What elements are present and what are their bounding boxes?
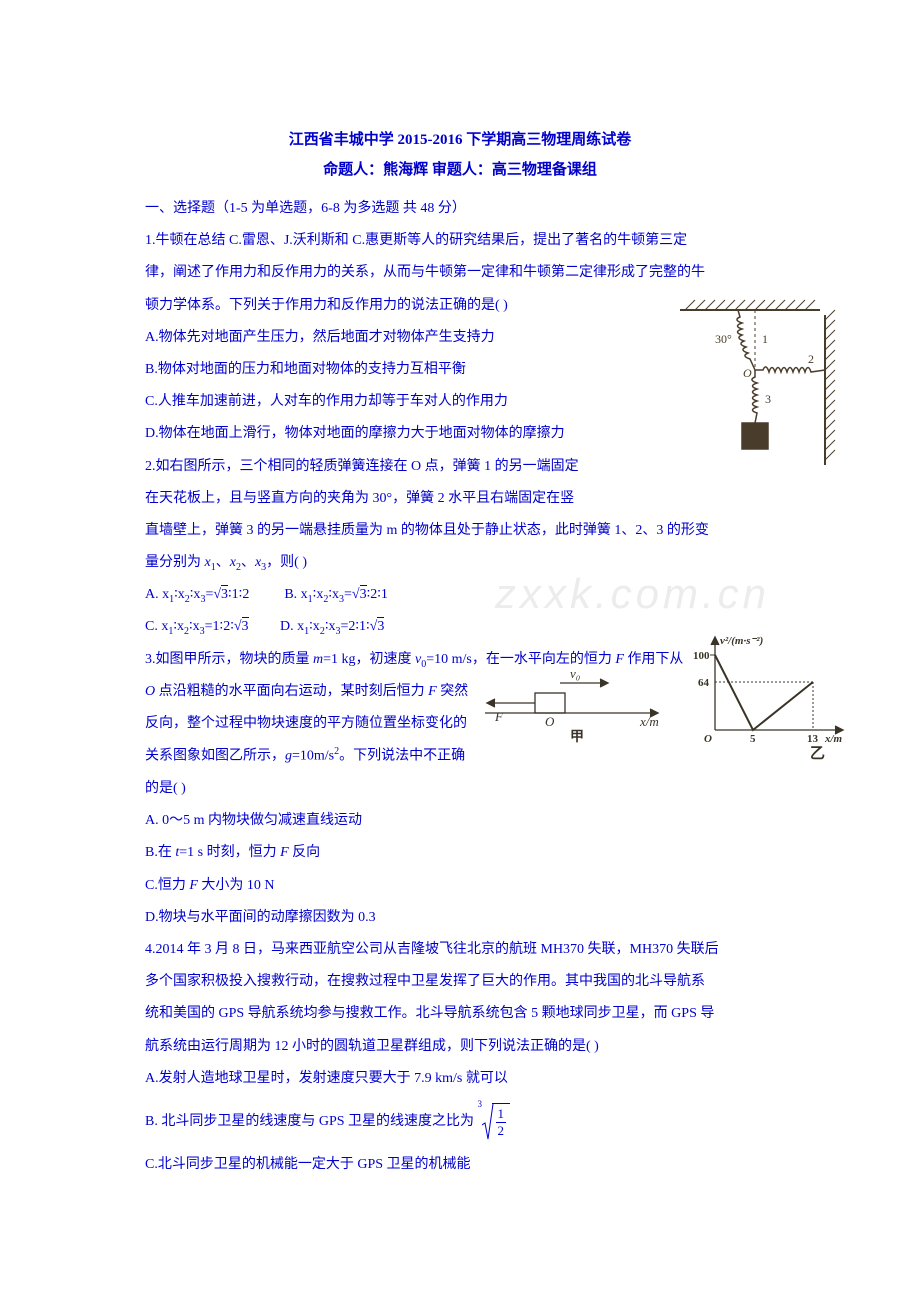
figure-v2-graph: v²/(m·s⁻²) 100 64 O 5 13 x/m 乙 [690, 630, 850, 760]
q2-optCD: C. x1∶x2∶x3=1∶2∶√3 D. x1∶x2∶x3=2∶1∶√3 [145, 611, 775, 643]
q1-optB: B.物体对地面的压力和地面对物体的支持力互相平衡 [145, 354, 575, 386]
svg-text:O: O [743, 366, 752, 380]
q3-optA: A. 0～5 m 内物块做匀减速直线运动 [145, 805, 775, 837]
svg-text:13: 13 [807, 733, 819, 745]
svg-text:O: O [704, 733, 712, 745]
q2-stem: 在天花板上，且与竖直方向的夹角为 30°，弹簧 2 水平且右端固定在竖 [145, 483, 625, 515]
svg-text:5: 5 [750, 733, 756, 745]
q1-optA: A.物体先对地面产生压力，然后地面才对物体产生支持力 [145, 322, 575, 354]
svg-text:3: 3 [765, 392, 771, 406]
doc-title: 江西省丰城中学 2015-2016 下学期高三物理周练试卷 [145, 125, 775, 155]
q3-stem: 反向，整个过程中物块速度的平方随位置坐标变化的 [145, 708, 485, 740]
q4-stem: 多个国家积极投入搜救行动，在搜救过程中卫星发挥了巨大的作用。其中我国的北斗导航系 [145, 966, 775, 998]
q1-optC: C.人推车加速前进，人对车的作用力却等于车对人的作用力 [145, 386, 575, 418]
svg-text:1: 1 [762, 332, 768, 346]
q3-stem: 关系图象如图乙所示，g=10m/s2。下列说法中不正确 [145, 740, 485, 773]
q4-stem: 4.2014 年 3 月 8 日，马来西亚航空公司从吉隆坡飞往北京的航班 MH3… [145, 934, 775, 966]
q3-stem: 3.如图甲所示，物块的质量 m=1 kg，初速度 v0=10 m/s，在一水平向… [145, 644, 775, 676]
q3-stem: O 点沿粗糙的水平面向右运动，某时刻后恒力 F 突然 [145, 676, 485, 708]
q1-stem: 1.牛顿在总结 C.雷恩、J.沃利斯和 C.惠更斯等人的研究结果后，提出了著名的… [145, 225, 775, 257]
svg-text:v²/(m·s⁻²): v²/(m·s⁻²) [720, 635, 763, 647]
svg-text:甲: 甲 [570, 729, 584, 743]
q3-optC: C.恒力 F 大小为 10 N [145, 870, 775, 902]
q2-stem: 2.如右图所示，三个相同的轻质弹簧连接在 O 点，弹簧 1 的另一端固定 [145, 451, 625, 483]
svg-text:100: 100 [693, 650, 710, 662]
svg-text:x/m: x/m [824, 733, 843, 745]
q4-stem: 统和美国的 GPS 导航系统均参与搜救工作。北斗导航系统包含 5 颗地球同步卫星… [145, 998, 775, 1030]
section-heading: 一、选择题（1-5 为单选题，6-8 为多选题 共 48 分） [145, 193, 775, 225]
svg-text:v₀: v₀ [570, 666, 580, 681]
svg-text:O: O [545, 714, 555, 729]
q2-optAB: A. x1∶x2∶x3=√3∶1∶2 B. x1∶x2∶x3=√3∶2∶1 [145, 579, 775, 611]
figure-springs: 30° 1 O 2 3 [660, 295, 845, 470]
q3-optD: D.物块与水平面间的动摩擦因数为 0.3 [145, 902, 775, 934]
q1-stem: 律，阐述了作用力和反作用力的关系，从而与牛顿第一定律和牛顿第二定律形成了完整的牛 [145, 257, 775, 289]
q4-optB: B. 北斗同步卫星的线速度与 GPS 卫星的线速度之比为 3 1 2 [145, 1103, 775, 1141]
svg-text:F: F [494, 709, 504, 724]
q4-optA: A.发射人造地球卫星时，发射速度只要大于 7.9 km/s 就可以 [145, 1063, 775, 1095]
q2-stem: 量分别为 x1、x2、x3，则( ) [145, 547, 775, 579]
svg-text:2: 2 [808, 352, 814, 366]
figure-block-setup: v₀ F O x/m 甲 [485, 663, 670, 743]
doc-subtitle: 命题人：熊海辉 审题人：高三物理备课组 [145, 155, 775, 185]
svg-text:乙: 乙 [810, 746, 825, 760]
svg-text:30°: 30° [715, 332, 732, 346]
q3-stem: 的是( ) [145, 773, 775, 805]
q2-stem: 直墙壁上，弹簧 3 的另一端悬挂质量为 m 的物体且处于静止状态，此时弹簧 1、… [145, 515, 775, 547]
q4-optC: C.北斗同步卫星的机械能一定大于 GPS 卫星的机械能 [145, 1149, 775, 1181]
svg-text:x/m: x/m [639, 714, 659, 729]
svg-text:64: 64 [698, 677, 710, 689]
q4-stem: 航系统由运行周期为 12 小时的圆轨道卫星群组成，则下列说法正确的是( ) [145, 1031, 775, 1063]
q3-optB: B.在 t=1 s 时刻，恒力 F 反向 [145, 837, 775, 869]
